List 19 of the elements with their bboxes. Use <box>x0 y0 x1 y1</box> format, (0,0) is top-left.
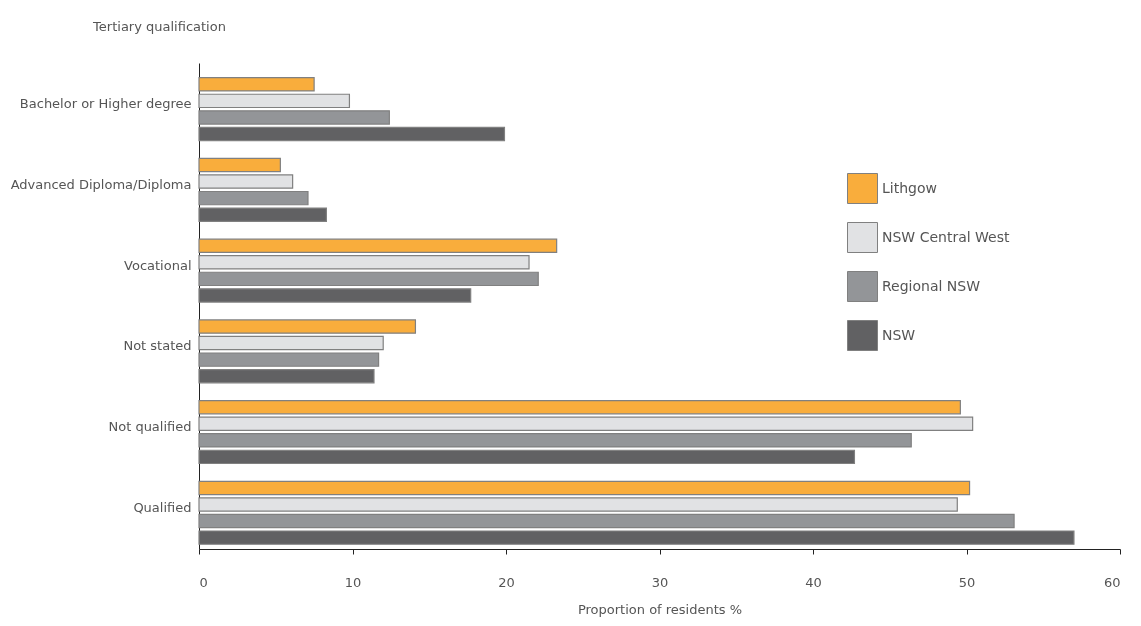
x-tick-label: 60 <box>1103 574 1121 590</box>
y-tick-label: Bachelor or Higher degree <box>19 96 192 112</box>
legend-label: Regional NSW <box>882 277 981 294</box>
x-axis-title: Proportion of residents % <box>577 601 743 617</box>
y-axis-title: Tertiary qualification <box>92 18 226 34</box>
y-tick-label: Not qualified <box>108 419 192 435</box>
x-tick-label: 20 <box>498 574 515 590</box>
x-tick-label: 10 <box>344 574 362 590</box>
y-tick-label: Qualified <box>133 499 192 515</box>
y-tick-label: Vocational <box>124 257 192 273</box>
y-tick-label: Advanced Diploma/Diploma <box>10 176 192 192</box>
x-tick-label: 0 <box>199 574 208 590</box>
x-tick-label: 50 <box>958 574 976 590</box>
x-tick-label: 40 <box>805 574 822 590</box>
legend-label: NSW <box>882 326 916 343</box>
x-tick-label: 30 <box>651 574 669 590</box>
legend-label: NSW Central West <box>882 228 1011 245</box>
legend-label: Lithgow <box>882 179 937 196</box>
y-tick-label: Not stated <box>123 338 192 354</box>
